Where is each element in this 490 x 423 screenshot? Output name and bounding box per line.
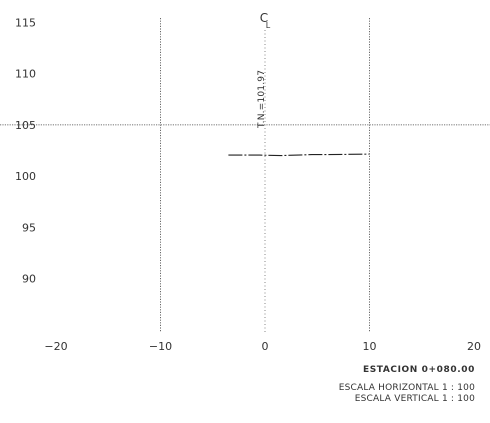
x-axis-tick-labels: −20 −10 0 10 20 [44,340,481,353]
ground-elevation-label: T.N.=101.97 [257,70,267,129]
y-axis-tick-labels: 115 110 105 100 95 90 [15,16,36,285]
ground-line [228,153,370,157]
y-tick-label: 90 [22,273,36,286]
x-tick-label: −10 [149,340,172,353]
y-tick-label: 95 [22,221,36,234]
station-label: ESTACION 0+080.00 [363,365,475,375]
vertical-scale-label: ESCALA VERTICAL 1 : 100 [355,394,475,404]
x-tick-label: −20 [44,340,67,353]
centerline-c: C [260,11,268,25]
y-tick-label: 105 [15,119,36,132]
x-tick-label: 20 [467,340,481,353]
horizontal-scale-label: ESCALA HORIZONTAL 1 : 100 [339,383,475,393]
ground-profile [228,153,370,157]
x-tick-label: 10 [363,340,377,353]
y-tick-label: 115 [15,16,36,29]
y-tick-label: 100 [15,170,36,183]
reference-lines [0,18,490,332]
centerline-symbol: C L [260,11,271,30]
centerline-l: L [266,21,271,30]
x-tick-label: 0 [262,340,269,353]
y-tick-label: 110 [15,68,36,81]
